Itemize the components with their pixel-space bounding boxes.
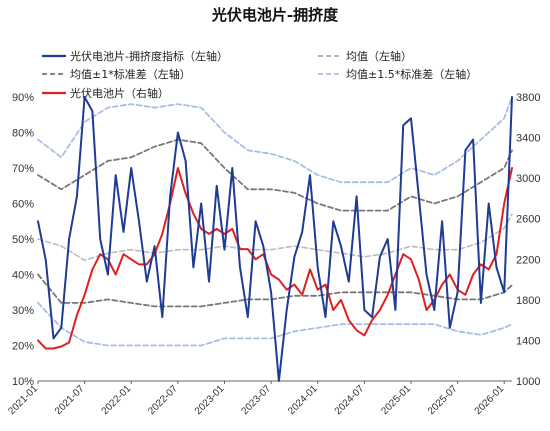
left-tick-label: 80% [12,128,34,140]
x-tick-label: 2023-01 [193,383,227,417]
series-line-4 [37,96,513,184]
legend-item-price: 光伏电池片（右轴） [42,86,169,100]
left-tick-label: 90% [12,92,34,104]
x-tick-label: 2024-01 [286,383,320,417]
x-tick-label: 2021-01 [6,383,40,417]
series-line-0 [37,96,513,382]
series-line-2 [37,138,513,212]
x-tick-label: 2021-07 [53,383,87,417]
series-line-1 [37,213,513,262]
legend: 光伏电池片-拥挤度指标（左轴） 均值（左轴） 均值±1*标准差（左轴） 均值±1… [42,49,477,100]
legend-item-mean: 均值（左轴） [318,49,412,63]
left-tick-label: 70% [12,163,34,175]
right-tick-label: 3000 [516,173,540,185]
right-tick-label: 1400 [516,335,540,347]
x-tick-label: 2025-07 [426,383,460,417]
legend-label-15std: 均值±1.5*标准差（左轴） [346,67,477,81]
legend-label-1std: 均值±1*标准差（左轴） [70,67,191,81]
right-tick-label: 1000 [516,376,540,388]
x-tick-label: 2024-07 [333,383,367,417]
right-tick-label: 3800 [516,92,540,104]
left-tick-label: 30% [12,305,34,317]
right-tick-label: 2600 [516,214,540,226]
left-tick-label: 60% [12,199,34,211]
legend-label-crowding: 光伏电池片-拥挤度指标（左轴） [70,49,228,63]
series-lines [37,96,513,382]
legend-label-mean: 均值（左轴） [346,49,412,63]
right-tick-label: 2200 [516,254,540,266]
x-tick-label: 2026-01 [473,383,507,417]
chart-title: 光伏电池片-拥挤度 [211,6,339,24]
right-tick-label: 3400 [516,133,540,145]
legend-label-price: 光伏电池片（右轴） [70,86,169,100]
series-line-3 [37,273,513,308]
legend-item-1std: 均值±1*标准差（左轴） [42,67,191,81]
right-tick-label: 1800 [516,295,540,307]
std-bands [37,96,513,347]
left-tick-label: 10% [12,376,34,388]
left-tick-label: 20% [12,341,34,353]
x-tick-label: 2022-07 [146,383,180,417]
left-tick-label: 50% [12,234,34,246]
x-tick-label: 2022-01 [100,383,134,417]
series-line-5 [37,302,513,347]
left-tick-label: 40% [12,270,34,282]
legend-item-15std: 均值±1.5*标准差（左轴） [318,67,477,81]
x-tick-label: 2023-07 [240,383,274,417]
legend-item-crowding: 光伏电池片-拥挤度指标（左轴） [42,49,228,63]
x-tick-label: 2025-01 [379,383,413,417]
